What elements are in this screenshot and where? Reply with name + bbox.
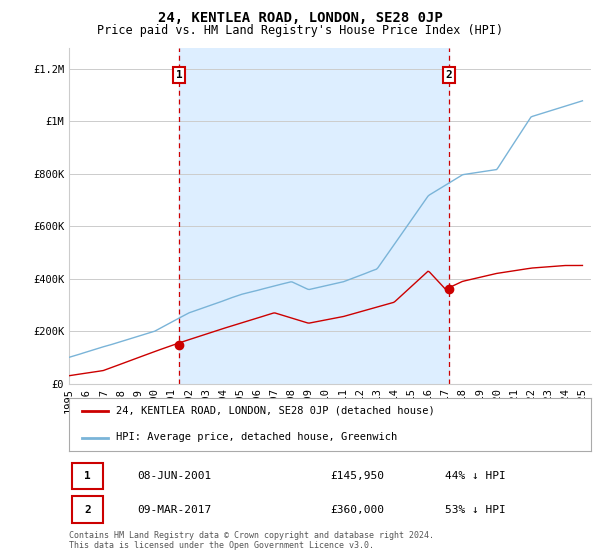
- Bar: [179, 48, 449, 384]
- Text: 24, KENTLEA ROAD, LONDON, SE28 0JP (detached house): 24, KENTLEA ROAD, LONDON, SE28 0JP (deta…: [116, 406, 435, 416]
- Text: Contains HM Land Registry data © Crown copyright and database right 2024.
This d: Contains HM Land Registry data © Crown c…: [69, 531, 434, 550]
- Text: 08-JUN-2001: 08-JUN-2001: [137, 471, 211, 481]
- Text: 53% ↓ HPI: 53% ↓ HPI: [445, 505, 506, 515]
- Text: 09-MAR-2017: 09-MAR-2017: [137, 505, 211, 515]
- Text: £360,000: £360,000: [330, 505, 384, 515]
- Text: 1: 1: [84, 471, 91, 481]
- Text: 44% ↓ HPI: 44% ↓ HPI: [445, 471, 506, 481]
- FancyBboxPatch shape: [71, 496, 103, 523]
- Text: 2: 2: [84, 505, 91, 515]
- Text: HPI: Average price, detached house, Greenwich: HPI: Average price, detached house, Gree…: [116, 432, 397, 442]
- Text: 2: 2: [445, 70, 452, 80]
- Text: 1: 1: [176, 70, 182, 80]
- Text: 24, KENTLEA ROAD, LONDON, SE28 0JP: 24, KENTLEA ROAD, LONDON, SE28 0JP: [158, 11, 442, 25]
- Text: Price paid vs. HM Land Registry's House Price Index (HPI): Price paid vs. HM Land Registry's House …: [97, 24, 503, 36]
- Text: £145,950: £145,950: [330, 471, 384, 481]
- FancyBboxPatch shape: [71, 463, 103, 489]
